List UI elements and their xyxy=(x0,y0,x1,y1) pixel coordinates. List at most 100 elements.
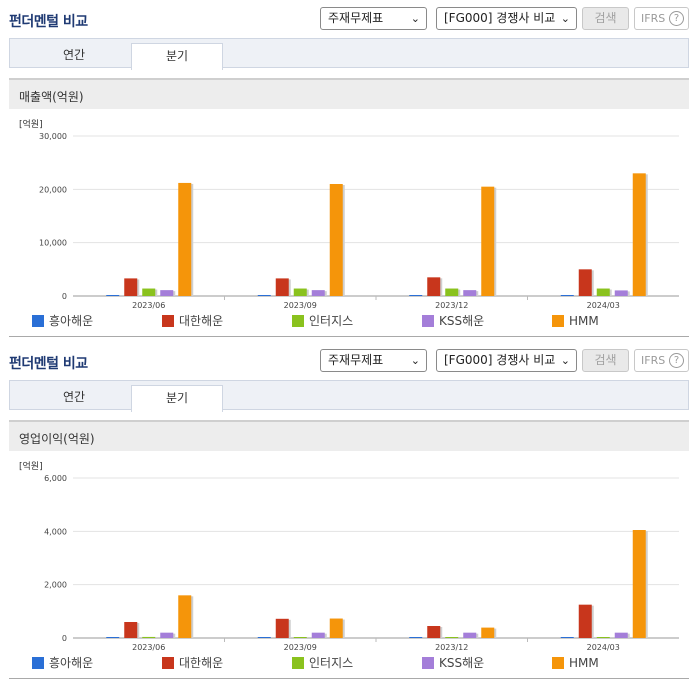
bar-대한해운 xyxy=(578,604,592,638)
bar-흥아해운 xyxy=(409,637,423,638)
legend-swatch xyxy=(552,315,564,327)
legend-swatch xyxy=(292,657,304,669)
legend-label: 인터지스 xyxy=(309,314,354,328)
search-button[interactable]: 검색 xyxy=(582,349,629,372)
legend-swatch xyxy=(162,315,174,327)
bar-HMM xyxy=(329,184,343,296)
fundamental-panel-revenue: 펀더멘털 비교 주재무제표 ⌄ [FG000] 경쟁사 비교 ⌄ 검색 IFRS… xyxy=(9,7,689,337)
x-tick-label: 2023/12 xyxy=(435,643,468,651)
ifrs-label: IFRS xyxy=(641,12,666,25)
x-tick-label: 2024/03 xyxy=(587,643,620,651)
chart-title: 영업이익(억원) xyxy=(19,432,95,446)
fundamental-panel-operating-profit: 펀더멘털 비교 주재무제표 ⌄ [FG000] 경쟁사 비교 ⌄ 검색 IFRS… xyxy=(0,342,696,684)
chevron-down-icon: ⌄ xyxy=(410,354,420,367)
panel-title: 펀더멘털 비교 xyxy=(9,14,88,30)
bar-대한해운 xyxy=(578,269,592,296)
legend-item[interactable]: 대한해운 xyxy=(162,654,223,672)
chart-area: [억원] 0 2,000 4,000 6,000 2023/06 2023/09 2023/… xyxy=(9,451,689,679)
bar-인터지스 xyxy=(596,637,610,638)
bar-흥아해운 xyxy=(106,637,120,638)
panel-title: 펀더멘털 비교 xyxy=(9,356,88,372)
bar-KSS해운 xyxy=(463,632,477,638)
bar-흥아해운 xyxy=(560,637,574,638)
statement-select[interactable]: 주재무제표 ⌄ xyxy=(320,349,427,372)
bar-인터지스 xyxy=(142,288,156,296)
bar-흥아해운 xyxy=(257,295,271,296)
bar-HMM xyxy=(632,173,646,296)
tab-quarterly[interactable]: 분기 xyxy=(131,43,223,70)
x-tick-label: 2023/06 xyxy=(132,301,165,309)
legend-label: HMM xyxy=(569,656,599,670)
legend-item[interactable]: KSS해운 xyxy=(422,654,484,672)
search-button[interactable]: 검색 xyxy=(582,7,629,30)
legend-swatch xyxy=(32,657,44,669)
bar-KSS해운 xyxy=(311,632,325,638)
bar-KSS해운 xyxy=(614,632,628,638)
y-tick-label: 2,000 xyxy=(44,581,67,590)
bar-인터지스 xyxy=(445,288,459,296)
legend-swatch xyxy=(32,315,44,327)
legend-label: 흥아해운 xyxy=(49,314,94,328)
legend-item[interactable]: 인터지스 xyxy=(292,654,353,672)
statement-select[interactable]: 주재무제표 ⌄ xyxy=(320,7,427,30)
y-tick-label: 6,000 xyxy=(44,474,67,483)
legend-item[interactable]: 대한해운 xyxy=(162,312,223,330)
legend-item[interactable]: HMM xyxy=(552,654,599,672)
bar-흥아해운 xyxy=(106,295,120,296)
legend-swatch xyxy=(162,657,174,669)
bar-인터지스 xyxy=(142,636,156,638)
legend-item[interactable]: KSS해운 xyxy=(422,312,484,330)
legend-swatch xyxy=(292,315,304,327)
legend-item[interactable]: 흥아해운 xyxy=(32,312,93,330)
statement-select-value: 주재무제표 xyxy=(328,353,384,367)
bar-인터지스 xyxy=(445,637,459,638)
legend-label: KSS해운 xyxy=(439,314,485,328)
ifrs-help-button[interactable]: IFRS ? xyxy=(634,349,689,372)
y-tick-label: 0 xyxy=(62,634,67,643)
bar-대한해운 xyxy=(275,278,289,296)
chevron-down-icon: ⌄ xyxy=(560,12,570,25)
bar-HMM xyxy=(632,530,646,638)
compare-select[interactable]: [FG000] 경쟁사 비교 ⌄ xyxy=(436,349,577,372)
chart-legend: 흥아해운 대한해운 인터지스 KSS해운 HMM xyxy=(9,312,689,330)
bar-KSS해운 xyxy=(463,290,477,296)
panel-header: 펀더멘털 비교 주재무제표 ⌄ [FG000] 경쟁사 비교 ⌄ 검색 IFRS… xyxy=(0,342,696,378)
compare-select-value: [FG000] 경쟁사 비교 xyxy=(444,353,556,367)
bar-HMM xyxy=(329,618,343,638)
y-tick-label: 10,000 xyxy=(39,239,67,248)
x-tick-label: 2023/09 xyxy=(284,301,317,309)
y-tick-label: 0 xyxy=(62,292,67,301)
legend-label: 흥아해운 xyxy=(49,656,94,670)
ifrs-label: IFRS xyxy=(641,354,666,367)
legend-item[interactable]: HMM xyxy=(552,312,599,330)
chart-title-bar: 영업이익(억원) xyxy=(9,420,689,451)
bar-흥아해운 xyxy=(257,637,271,638)
tab-quarterly[interactable]: 분기 xyxy=(131,385,223,412)
chart-title: 매출액(억원) xyxy=(19,90,84,104)
ifrs-help-button[interactable]: IFRS ? xyxy=(634,7,689,30)
bar-KSS해운 xyxy=(160,632,174,638)
legend-item[interactable]: 흥아해운 xyxy=(32,654,93,672)
tab-annual[interactable]: 연간 xyxy=(62,48,86,62)
bar-HMM xyxy=(481,186,495,296)
y-tick-label: 4,000 xyxy=(44,527,67,536)
bar-흥아해운 xyxy=(560,295,574,296)
legend-item[interactable]: 인터지스 xyxy=(292,312,353,330)
x-tick-label: 2023/09 xyxy=(284,643,317,651)
tab-annual[interactable]: 연간 xyxy=(62,390,86,404)
legend-swatch xyxy=(552,657,564,669)
x-tick-label: 2023/06 xyxy=(132,643,165,651)
y-unit-label: [억원] xyxy=(19,120,43,130)
bar-인터지스 xyxy=(596,288,610,296)
compare-select-value: [FG000] 경쟁사 비교 xyxy=(444,11,556,25)
y-tick-label: 30,000 xyxy=(39,132,67,141)
legend-label: 인터지스 xyxy=(309,656,354,670)
bar-KSS해운 xyxy=(614,290,628,296)
compare-select[interactable]: [FG000] 경쟁사 비교 ⌄ xyxy=(436,7,577,30)
bar-chart-operating-profit: 0 2,000 4,000 6,000 2023/06 2023/09 2023/12 202… xyxy=(44,474,679,651)
bar-HMM xyxy=(481,627,495,638)
help-icon: ? xyxy=(669,353,684,368)
legend-label: 대한해운 xyxy=(179,656,224,670)
period-tabs: 연간 분기 xyxy=(9,38,689,70)
period-tabs: 연간 분기 xyxy=(9,380,689,412)
